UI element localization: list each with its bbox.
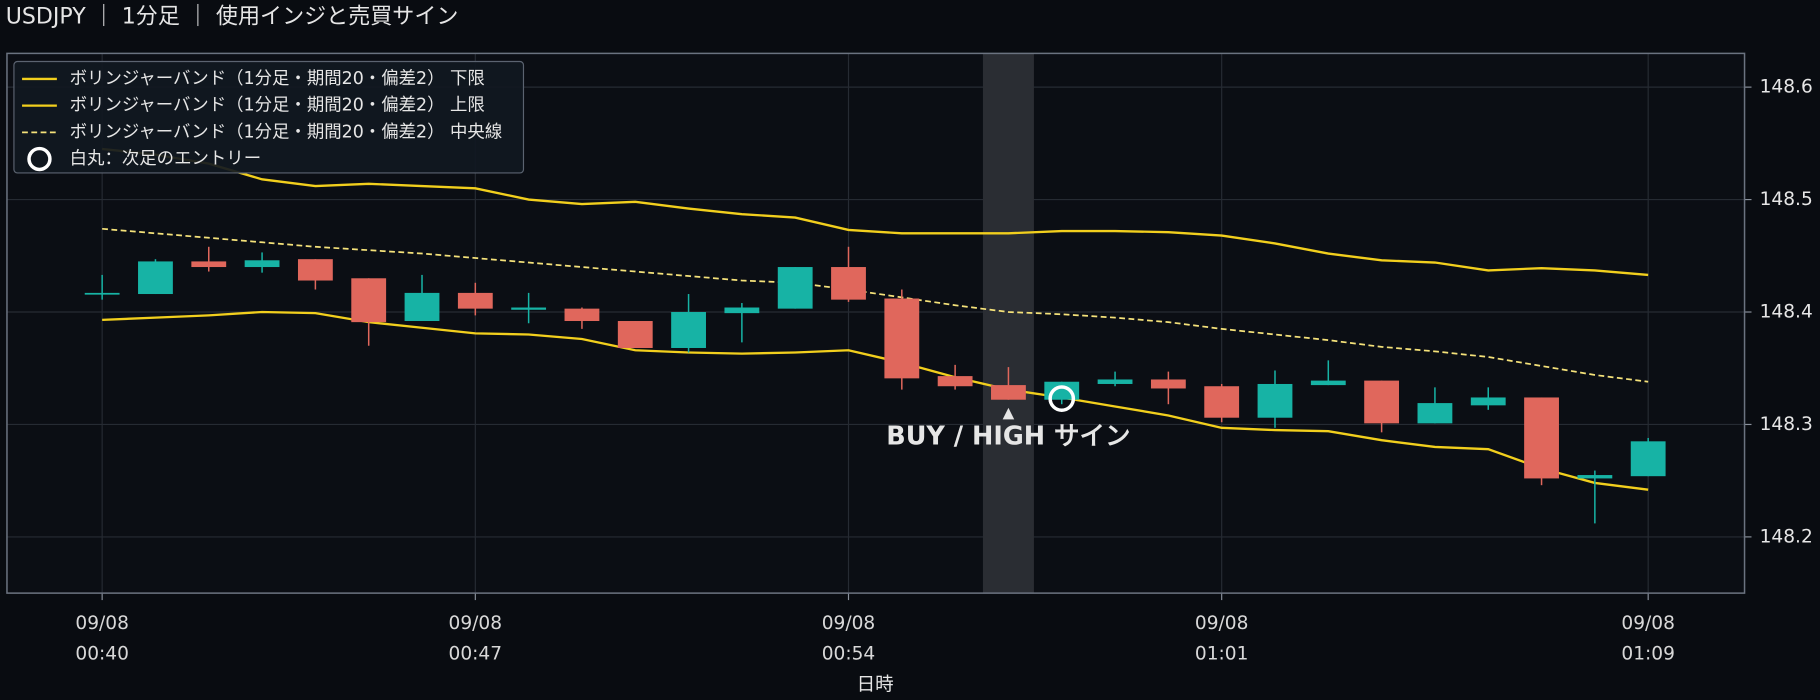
candle-body [1097,379,1133,384]
candle-body [1470,397,1506,406]
candle-body [831,267,866,300]
x-tick-label: 09/08 00:54 [821,611,876,664]
band-line [102,147,1649,277]
candle-body [244,260,280,268]
legend: ボリンジャーバンド（1分足・期間20・偏差2） 下限ボリンジャーバンド（1分足・… [13,60,525,174]
candle-body [1044,381,1080,400]
x-axis-label: 日時 [857,674,894,695]
candle-body [297,259,333,281]
candle-body [564,308,600,322]
candle-body [404,292,440,322]
candle-body [1257,383,1293,418]
signal-highlight [982,53,1034,594]
candle-body [1524,397,1559,479]
y-tick-label: 148.3 [1760,414,1813,435]
legend-label: 白丸：次足のエントリー [70,149,261,169]
y-tick-label: 148.6 [1760,77,1813,98]
x-tick-label: 09/08 01:09 [1621,611,1675,664]
x-tick-label: 09/08 01:01 [1194,611,1249,664]
candle-body [617,321,653,348]
y-tick-label: 148.2 [1760,526,1813,547]
candle-body [1630,441,1666,477]
candle-body [724,307,760,314]
candle-body [884,298,920,379]
candle-body [1364,380,1400,424]
candle-body [671,312,706,348]
candle-body [1577,475,1613,479]
entry-marker [1048,385,1076,412]
band-line [102,227,1649,383]
legend-label: ボリンジャーバンド（1分足・期間20・偏差2） 中央線 [70,122,503,142]
candle-body [138,261,173,295]
candle-body [457,292,493,309]
legend-box [13,60,525,174]
candle-body [777,267,813,309]
y-tick-label: 148.4 [1760,302,1813,323]
legend-swatch [27,146,52,172]
signal-label: BUY / HIGH サイン [886,422,1130,452]
candle-body [84,292,120,295]
candle-body [1204,386,1240,418]
legend-label: ボリンジャーバンド（1分足・期間20・偏差2） 上限 [70,96,485,116]
signal-marker: ▲ [1003,404,1015,422]
x-tick-label: 09/08 00:47 [448,611,503,664]
candle-body [191,261,227,268]
axes-frame [6,52,1746,594]
y-tick-label: 148.5 [1760,189,1813,210]
candle-body [1417,403,1453,424]
candle-body [1310,380,1346,386]
candle-body [511,307,547,310]
chart-title: USDJPY ｜ 1分足 ｜ 使用インジと売買サイン [6,3,459,29]
candle-body [937,376,973,387]
candle-body [991,385,1026,400]
candle-body [351,278,387,323]
x-tick-label: 09/08 00:40 [75,611,129,664]
legend-label: ボリンジャーバンド（1分足・期間20・偏差2） 下限 [70,69,485,89]
candle-body [1150,379,1186,389]
